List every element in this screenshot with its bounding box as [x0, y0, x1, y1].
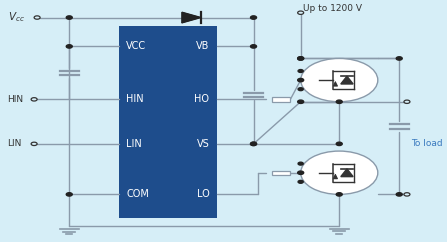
Circle shape — [298, 162, 303, 165]
Circle shape — [336, 142, 342, 145]
Circle shape — [298, 180, 303, 183]
Text: HO: HO — [194, 94, 209, 104]
Circle shape — [298, 57, 304, 60]
Text: To load: To load — [411, 139, 443, 148]
Polygon shape — [341, 169, 353, 177]
Circle shape — [298, 78, 304, 82]
Text: Up to 1200 V: Up to 1200 V — [303, 4, 362, 13]
Circle shape — [404, 193, 410, 196]
Circle shape — [298, 88, 303, 91]
Circle shape — [301, 58, 378, 102]
Text: VS: VS — [197, 139, 209, 149]
Circle shape — [66, 193, 72, 196]
Circle shape — [298, 100, 304, 103]
Text: VB: VB — [196, 41, 209, 51]
Circle shape — [250, 142, 257, 145]
Text: LIN: LIN — [8, 139, 22, 148]
Circle shape — [336, 193, 342, 196]
Text: VCC: VCC — [126, 41, 146, 51]
Circle shape — [250, 45, 257, 48]
Circle shape — [396, 193, 402, 196]
Text: HIN: HIN — [126, 94, 144, 104]
Bar — [272, 97, 291, 101]
Circle shape — [404, 100, 410, 103]
Text: HIN: HIN — [8, 95, 24, 104]
Polygon shape — [182, 12, 201, 23]
Circle shape — [31, 142, 37, 145]
Bar — [118, 26, 217, 219]
Circle shape — [66, 16, 72, 19]
Text: COM: COM — [126, 189, 149, 199]
Circle shape — [250, 16, 257, 19]
Bar — [272, 171, 291, 175]
Polygon shape — [341, 76, 353, 84]
Circle shape — [301, 151, 378, 194]
Circle shape — [250, 142, 257, 145]
Circle shape — [298, 11, 304, 15]
Circle shape — [298, 171, 304, 174]
Circle shape — [336, 100, 342, 103]
Circle shape — [298, 69, 303, 72]
Circle shape — [66, 45, 72, 48]
Circle shape — [34, 16, 40, 19]
Text: LO: LO — [197, 189, 209, 199]
Text: $V_{cc}$: $V_{cc}$ — [8, 11, 25, 24]
Text: LIN: LIN — [126, 139, 142, 149]
Circle shape — [31, 98, 37, 101]
Circle shape — [396, 57, 402, 60]
Circle shape — [298, 57, 304, 60]
